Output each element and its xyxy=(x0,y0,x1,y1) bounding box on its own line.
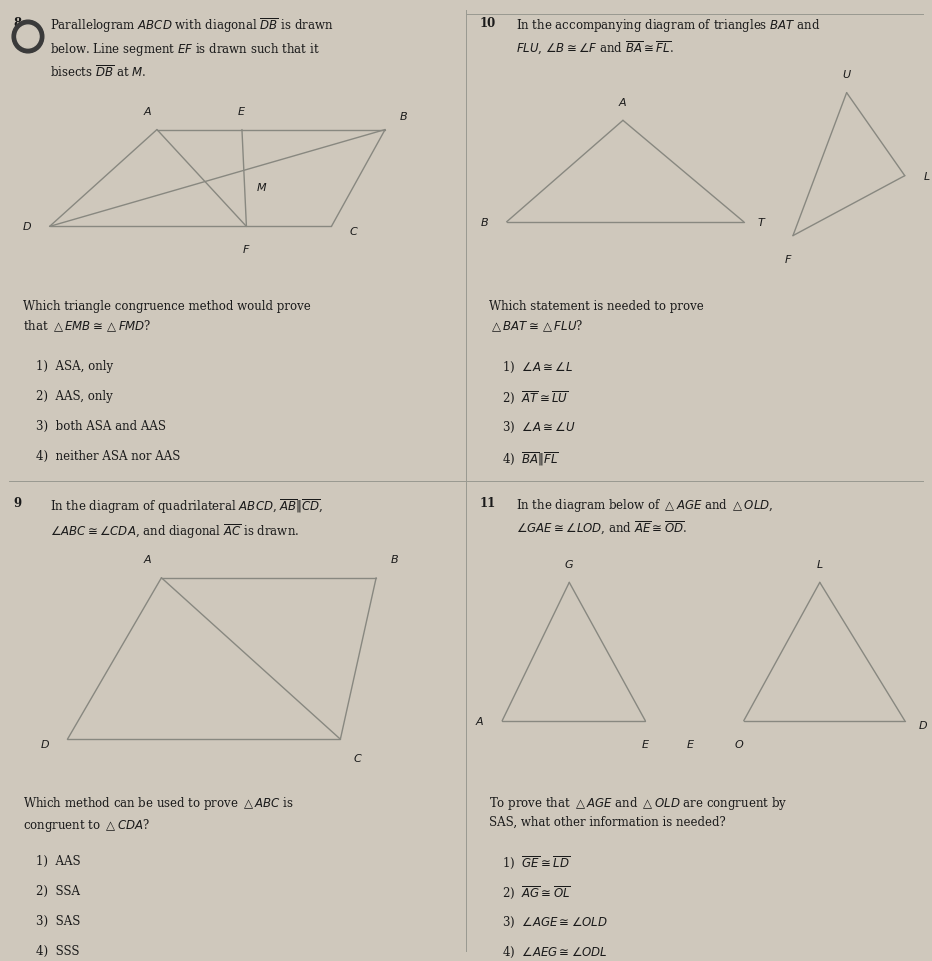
Text: 3)  SAS: 3) SAS xyxy=(36,915,80,927)
Text: 1)  $\overline{GE} \cong \overline{LD}$: 1) $\overline{GE} \cong \overline{LD}$ xyxy=(502,854,570,872)
Text: 8: 8 xyxy=(14,16,22,30)
Text: $A$: $A$ xyxy=(475,715,485,727)
Text: $D$: $D$ xyxy=(22,220,33,233)
Text: $T$: $T$ xyxy=(757,216,766,228)
Text: 2)  $\overline{AT} \cong \overline{LU}$: 2) $\overline{AT} \cong \overline{LU}$ xyxy=(502,390,569,407)
Text: 4)  $\overline{BA}\|\overline{FL}$: 4) $\overline{BA}\|\overline{FL}$ xyxy=(502,450,559,468)
Text: 2)  $\overline{AG} \cong \overline{OL}$: 2) $\overline{AG} \cong \overline{OL}$ xyxy=(502,884,571,901)
Text: $A$: $A$ xyxy=(144,554,153,565)
Text: $B$: $B$ xyxy=(480,216,488,228)
Text: $A$: $A$ xyxy=(618,96,627,108)
Text: $E$: $E$ xyxy=(641,738,650,750)
Text: 4)  neither ASA nor AAS: 4) neither ASA nor AAS xyxy=(36,450,181,463)
Text: $G$: $G$ xyxy=(564,558,574,570)
Text: $O$: $O$ xyxy=(734,738,745,750)
Text: Parallelogram $ABCD$ with diagonal $\overline{DB}$ is drawn
below. Line segment : Parallelogram $ABCD$ with diagonal $\ove… xyxy=(49,16,333,80)
Text: $D$: $D$ xyxy=(918,720,927,731)
Text: In the diagram of quadrilateral $ABCD$, $\overline{AB}\|\overline{CD}$,
$\angle : In the diagram of quadrilateral $ABCD$, … xyxy=(49,497,323,541)
Text: 1)  $\angle A \cong \angle L$: 1) $\angle A \cong \angle L$ xyxy=(502,360,573,376)
Text: $L$: $L$ xyxy=(924,170,931,182)
Text: 3)  both ASA and AAS: 3) both ASA and AAS xyxy=(36,420,166,433)
Text: $E$: $E$ xyxy=(238,105,246,117)
Text: $F$: $F$ xyxy=(242,243,251,256)
Text: To prove that $\triangle AGE$ and $\triangle OLD$ are congruent by
SAS, what oth: To prove that $\triangle AGE$ and $\tria… xyxy=(488,795,787,829)
Text: In the diagram below of $\triangle AGE$ and $\triangle OLD$,
$\angle GAE \cong \: In the diagram below of $\triangle AGE$ … xyxy=(515,497,773,537)
Text: 10: 10 xyxy=(480,16,496,30)
Text: $A$: $A$ xyxy=(144,105,153,117)
Text: 4)  SSS: 4) SSS xyxy=(36,945,79,957)
Text: 1)  ASA, only: 1) ASA, only xyxy=(36,360,114,373)
Text: In the accompanying diagram of triangles $BAT$ and
$FLU$, $\angle B \cong \angle: In the accompanying diagram of triangles… xyxy=(515,16,820,57)
Text: 4)  $\angle AEG \cong \angle ODL$: 4) $\angle AEG \cong \angle ODL$ xyxy=(502,945,608,960)
Text: $E$: $E$ xyxy=(686,738,694,750)
Text: 2)  AAS, only: 2) AAS, only xyxy=(36,390,113,404)
Text: Which triangle congruence method would prove
that $\triangle EMB \cong \triangle: Which triangle congruence method would p… xyxy=(22,300,310,334)
Text: 9: 9 xyxy=(14,497,22,510)
Text: $D$: $D$ xyxy=(40,738,50,750)
Text: $B$: $B$ xyxy=(390,554,399,565)
Text: 2)  SSA: 2) SSA xyxy=(36,884,80,898)
Text: $C$: $C$ xyxy=(349,225,359,237)
Text: $B$: $B$ xyxy=(399,110,407,122)
Text: $F$: $F$ xyxy=(784,253,793,264)
Text: 3)  $\angle A \cong \angle U$: 3) $\angle A \cong \angle U$ xyxy=(502,420,576,435)
Text: $U$: $U$ xyxy=(842,68,852,80)
Text: $M$: $M$ xyxy=(256,182,267,193)
Text: $L$: $L$ xyxy=(816,558,824,570)
Text: Which method can be used to prove $\triangle ABC$ is
congruent to $\triangle CDA: Which method can be used to prove $\tria… xyxy=(22,795,294,834)
Text: Which statement is needed to prove
$\triangle BAT \cong \triangle FLU$?: Which statement is needed to prove $\tri… xyxy=(488,300,704,334)
Text: 3)  $\angle AGE \cong \angle OLD$: 3) $\angle AGE \cong \angle OLD$ xyxy=(502,915,608,929)
Text: 1)  AAS: 1) AAS xyxy=(36,854,81,868)
Text: $C$: $C$ xyxy=(353,752,363,764)
Text: 11: 11 xyxy=(480,497,496,510)
